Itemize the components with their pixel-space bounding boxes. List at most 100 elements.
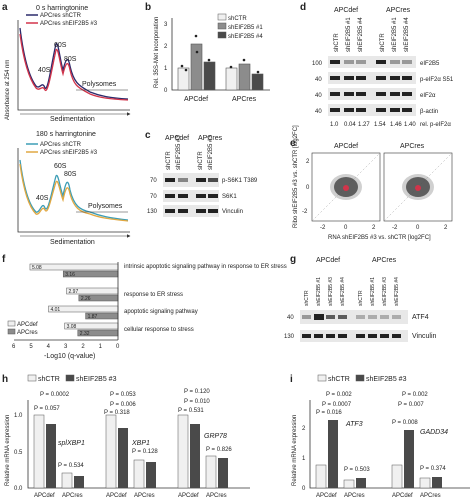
svg-text:2: 2 <box>372 225 376 231</box>
svg-text:0.0: 0.0 <box>14 486 23 492</box>
c-blot-label-2: S6K1 <box>222 194 237 200</box>
polysomes-label-top: Polysomes <box>82 81 117 88</box>
e-group-res: APCres <box>400 143 425 150</box>
panel-b-points <box>180 34 260 74</box>
g-blot-1 <box>300 310 408 324</box>
svg-text:shCTR: shCTR <box>380 33 386 52</box>
f-bar-def-label: 5.08 <box>32 265 42 271</box>
panel-d-label: d <box>300 2 306 13</box>
i-ylabel: Relative mRNA expression <box>292 415 298 486</box>
e-group-def: APCdef <box>334 143 358 150</box>
f-bar-res-label: 3.16 <box>65 272 75 278</box>
h-bar-12 <box>218 458 228 488</box>
d-ratio-label: rel. p-eIF2α <box>420 122 451 128</box>
svg-text:GRP78: GRP78 <box>204 433 227 440</box>
i-group-labels: APCdef APCres APCdef APCres <box>316 493 441 499</box>
svg-text:2: 2 <box>164 44 168 50</box>
g-lane-labels: shCTR shEIF2B5 #1 shEIF2B5 #3 shEIF2B5 #… <box>304 277 400 306</box>
svg-text:response to ER stress: response to ER stress <box>124 292 183 298</box>
svg-text:0: 0 <box>164 88 168 94</box>
svg-text:ATF3: ATF3 <box>345 421 363 428</box>
c-mw-1: 70 <box>150 178 157 184</box>
svg-text:1.27: 1.27 <box>358 122 370 128</box>
h-bar-7 <box>133 459 145 489</box>
f-legend-def: APCdef <box>17 322 38 328</box>
svg-text:2: 2 <box>444 225 448 231</box>
svg-text:P = 0.120: P = 0.120 <box>184 389 210 395</box>
h-group-labels: APCdef APCres APCdef APCres APCdef APCres <box>34 493 227 499</box>
e-highlight-res <box>415 185 421 191</box>
svg-text:P = 0.053: P = 0.053 <box>110 392 136 398</box>
panel-b-yticks: 0 1 2 3 <box>164 22 168 94</box>
h-gene-labels: splXBP1 XBP1 GRP78 <box>58 433 227 447</box>
svg-text:APCdef: APCdef <box>106 493 127 499</box>
d-lane-labels: shCTR shEIF2B5 #1 shEIF2B5 #4 shCTR shEI… <box>334 17 410 52</box>
b-legend-swatch-2 <box>217 22 227 30</box>
f-xtick: 3 <box>64 344 68 350</box>
svg-text:APCdef: APCdef <box>316 493 337 499</box>
panel-g-label: g <box>290 254 296 265</box>
i-bar-2 <box>328 420 338 488</box>
f-xtick: 5 <box>29 344 33 350</box>
svg-text:-2: -2 <box>302 209 308 215</box>
svg-text:APCres: APCres <box>344 493 365 499</box>
bar-b-res-sh4 <box>251 73 264 91</box>
svg-text:P = 0.002: P = 0.002 <box>402 392 428 398</box>
h-bar-4 <box>74 476 84 488</box>
h-bar-8 <box>146 462 156 488</box>
d-blot-label-1: eIF2B5 <box>420 61 440 67</box>
svg-text:shCTR: shCTR <box>166 151 172 170</box>
d-group-def: APCdef <box>334 7 358 14</box>
f-bar-res-label: 2.26 <box>81 296 91 302</box>
g-mw-2: 130 <box>284 334 295 340</box>
profile-bottom-teal <box>19 159 129 221</box>
b-legend-1: shCTR <box>228 16 247 22</box>
h-bar-11 <box>205 455 217 489</box>
c-blot-1 <box>163 173 219 187</box>
d-blot-4 <box>328 104 416 116</box>
d-blot-1 <box>328 56 416 68</box>
b-group-res: APCres <box>232 96 257 103</box>
f-bars: 5.08 2.97 4.01 3.08 3.16 2.26 1.87 2.32 <box>29 263 119 337</box>
d-ratios: 1.0 0.04 1.27 1.54 1.46 1.40 <box>330 122 416 128</box>
e-highlight-def <box>343 185 349 191</box>
h-bar-10 <box>190 424 200 488</box>
d-blot-label-4: β-actin <box>420 109 438 115</box>
svg-text:3: 3 <box>164 22 168 28</box>
profile-top-navy <box>19 27 129 100</box>
b-legend-3: shEIF2B5 #4 <box>228 34 263 40</box>
svg-text:APCres: APCres <box>420 493 441 499</box>
peak-60s-bottom: 60S <box>54 163 67 170</box>
d-blot-label-2: p-eIF2α S51 <box>420 77 454 83</box>
svg-text:0.5: 0.5 <box>14 450 23 456</box>
svg-text:apoptotic signaling pathway: apoptotic signaling pathway <box>124 309 198 315</box>
f-legend-swatch-def <box>7 320 16 327</box>
polysomes-label-bottom: Polysomes <box>88 203 123 210</box>
i-bar-3 <box>343 479 355 489</box>
panel-a-legend-3: APCres shCTR <box>40 142 82 148</box>
g-blot-label-1: ATF4 <box>412 314 429 321</box>
svg-text:splXBP1: splXBP1 <box>58 440 85 447</box>
svg-text:APCdef: APCdef <box>392 493 413 499</box>
f-xtick: 0 <box>116 344 120 350</box>
bar-b-def-sh1 <box>190 43 203 91</box>
panel-b-axes <box>171 18 270 91</box>
d-blot-label-3: eIF2α <box>420 93 436 99</box>
f-bar-res-label: 1.87 <box>88 314 98 320</box>
i-legend-1: shCTR <box>328 376 350 383</box>
panel-a-title-bottom: 180 s harringtonine <box>36 131 96 138</box>
svg-text:1: 1 <box>302 456 306 462</box>
svg-text:shEIF2B5 #1: shEIF2B5 #1 <box>392 17 398 52</box>
svg-text:P = 0.318: P = 0.318 <box>104 410 130 416</box>
e-xticks: -2 0 2 -2 0 2 <box>320 225 448 231</box>
svg-text:1.40: 1.40 <box>404 122 416 128</box>
peak-40s-top: 40S <box>38 67 51 74</box>
h-bar-6 <box>118 428 128 488</box>
panel-a-legend-1: APCres shCTR <box>40 13 82 19</box>
i-bar-8 <box>432 477 442 488</box>
svg-text:P = 0.006: P = 0.006 <box>110 402 136 408</box>
d-blot-2 <box>328 72 416 84</box>
i-bar-6 <box>404 430 414 488</box>
svg-text:shCTR: shCTR <box>334 33 340 52</box>
svg-text:P = 0.010: P = 0.010 <box>184 399 210 405</box>
